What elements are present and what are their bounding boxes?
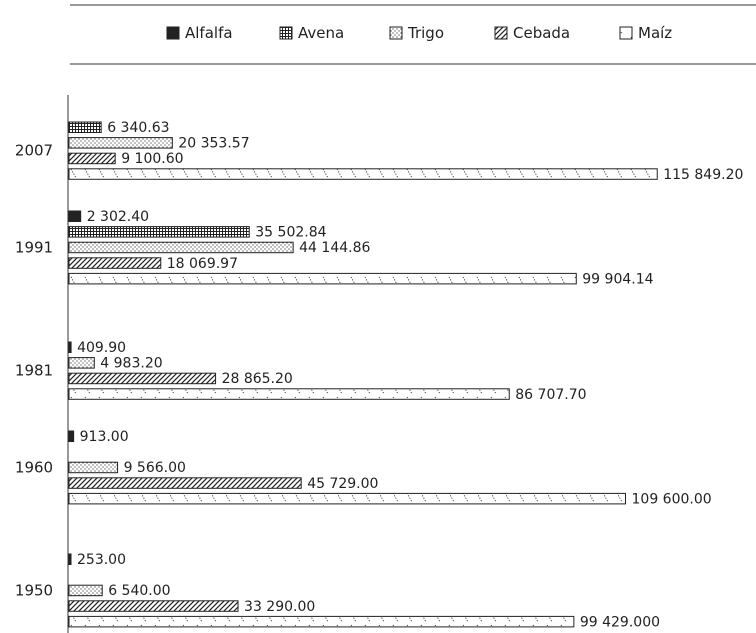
legend-swatch xyxy=(389,26,403,40)
legend-swatch xyxy=(494,26,508,40)
category-label-1981: 1981 xyxy=(15,362,53,380)
data-label-maíz-1981: 86 707.70 xyxy=(515,387,586,403)
bar-cebada-1950 xyxy=(68,600,239,612)
data-label-trigo-1960: 9 566.00 xyxy=(124,460,186,476)
bar-avena-1991 xyxy=(68,226,250,238)
legend-item-cebada: Cebada xyxy=(494,24,570,42)
legend-item-alfalfa: Alfalfa xyxy=(166,24,233,42)
data-labels: 6 340.63 20 353.579 100.60 115 849.20 2 302… xyxy=(77,120,743,630)
bar-cebada-1981 xyxy=(68,372,217,385)
legend-label: Alfalfa xyxy=(185,24,233,42)
bar-avena-2007 xyxy=(68,121,102,133)
legend-item-trigo: Trigo xyxy=(389,24,444,42)
data-label-alfalfa-1981: 409.90 xyxy=(77,340,126,356)
legend-item-avena: Avena xyxy=(279,24,344,42)
bar-maíz-1991 xyxy=(68,272,577,285)
data-label-alfalfa-1950: 253.00 xyxy=(77,552,126,568)
legend-swatch xyxy=(279,26,293,40)
data-label-alfalfa-1991: 2 302.40 xyxy=(87,209,149,225)
bar-cebada-1991 xyxy=(68,257,162,269)
category-label-1991: 1991 xyxy=(15,238,53,256)
bar-alfalfa-1981 xyxy=(68,341,72,353)
legend-label: Trigo xyxy=(407,24,444,42)
legend-label: Avena xyxy=(298,24,344,42)
bar-trigo-1960 xyxy=(68,461,119,474)
bar-alfalfa-1991 xyxy=(68,210,82,222)
bar-trigo-1950 xyxy=(68,584,103,597)
data-label-cebada-2007: 9 100.60 xyxy=(121,151,183,167)
data-label-trigo-1991: 44 144.86 xyxy=(299,240,370,256)
legend-label: Maíz xyxy=(638,24,672,42)
data-label-cebada-1950: 33 290.00 xyxy=(244,599,315,615)
bar-maíz-1981 xyxy=(68,388,510,400)
bar-trigo-1991 xyxy=(68,241,294,254)
data-label-maíz-1960: 109 600.00 xyxy=(632,491,712,507)
bars-group xyxy=(68,121,658,628)
bar-maíz-1950 xyxy=(68,615,575,628)
legend-item-maíz: Maíz xyxy=(619,24,672,42)
data-label-maíz-2007: 115 849.20 xyxy=(663,167,743,183)
bar-cebada-1960 xyxy=(68,477,302,489)
legend-label: Cebada xyxy=(513,24,570,42)
category-label-1950: 1950 xyxy=(15,581,53,599)
bar-alfalfa-1960 xyxy=(68,430,75,442)
data-label-trigo-1981: 4 983.20 xyxy=(100,356,162,372)
bar-trigo-2007 xyxy=(68,137,173,149)
bar-maíz-2007 xyxy=(68,168,658,180)
legend-swatch xyxy=(166,26,180,40)
legend-swatch xyxy=(619,26,633,40)
bar-cebada-2007 xyxy=(68,152,116,165)
data-label-cebada-1991: 18 069.97 xyxy=(167,256,238,272)
bar-trigo-1981 xyxy=(68,357,95,369)
data-label-maíz-1950: 99 429.000 xyxy=(580,614,660,630)
data-label-trigo-2007: 20 353.57 xyxy=(178,136,249,152)
data-label-avena-1991: 35 502.84 xyxy=(255,225,326,241)
data-label-avena-2007: 6 340.63 xyxy=(107,120,169,136)
legend: Alfalfa Avena Trigo Cebada Maíz xyxy=(166,24,672,42)
data-label-trigo-1950: 6 540.00 xyxy=(108,583,170,599)
category-axis: 2007 1991 1981 1960 1950 xyxy=(15,142,53,600)
category-label-2007: 2007 xyxy=(15,142,53,160)
bar-maíz-1960 xyxy=(68,492,627,505)
data-label-cebada-1981: 28 865.20 xyxy=(222,371,293,387)
category-label-1960: 1960 xyxy=(15,458,53,476)
data-label-maíz-1991: 99 904.14 xyxy=(582,271,653,287)
data-label-alfalfa-1960: 913.00 xyxy=(80,429,129,445)
data-label-cebada-1960: 45 729.00 xyxy=(307,476,378,492)
bar-alfalfa-1950 xyxy=(68,553,72,565)
